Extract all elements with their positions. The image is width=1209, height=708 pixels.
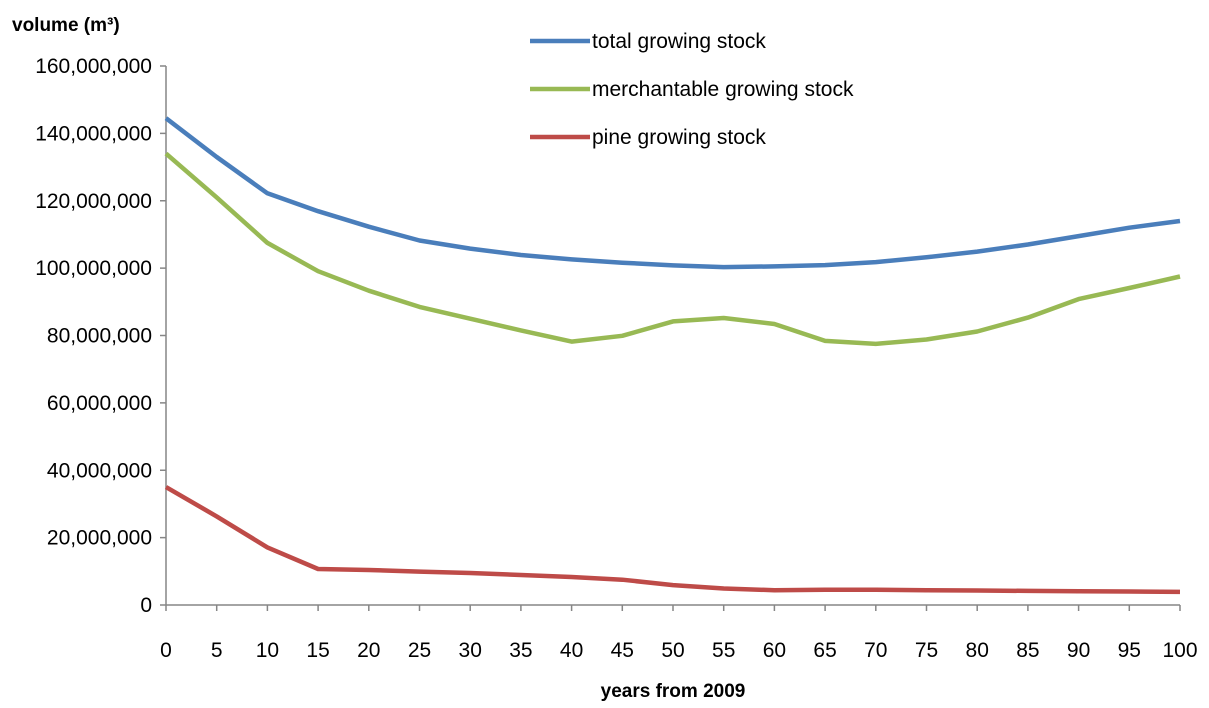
y-tick-label: 20,000,000 (47, 527, 152, 550)
y-ticks: 0 20,000,000 40,000,000 60,000,000 80,000,00… (35, 55, 166, 617)
x-tick-label: 85 (1016, 639, 1039, 662)
x-tick-label: 10 (256, 639, 279, 662)
series-line-merchantable-growing-stock (164, 151, 1181, 347)
x-tick-label: 40 (560, 639, 583, 662)
y-tick-label: 160,000,000 (35, 55, 152, 78)
x-tick-label: 20 (357, 639, 380, 662)
x-tick-label: 55 (712, 639, 735, 662)
legend: total growing stock merchantable growing … (530, 30, 854, 149)
y-axis-title: volume (m³) (12, 15, 120, 36)
y-tick-label: 0 (140, 594, 152, 617)
x-tick-label: 0 (160, 639, 172, 662)
x-tick-label: 45 (611, 639, 634, 662)
series-lines (164, 116, 1181, 595)
y-tick-label: 60,000,000 (47, 392, 152, 415)
x-tick-label: 100 (1162, 639, 1197, 662)
y-tick-label: 120,000,000 (35, 190, 152, 213)
x-tick-label: 30 (459, 639, 482, 662)
series-line-total-growing-stock (164, 116, 1181, 270)
x-tick-label: 15 (306, 639, 329, 662)
y-tick-label: 140,000,000 (35, 122, 152, 145)
x-tick-label: 60 (763, 639, 786, 662)
x-ticks: 0 5 10 15 20 25 30 35 40 45 50 55 60 65 70 75 80 85 90 95 10… (160, 605, 1198, 662)
x-tick-label: 65 (813, 639, 836, 662)
series-line-pine-growing-stock (164, 485, 1181, 595)
x-tick-label: 35 (509, 639, 532, 662)
legend-label: total growing stock (592, 30, 766, 53)
y-tick-label: 100,000,000 (35, 257, 152, 280)
x-tick-label: 95 (1118, 639, 1141, 662)
x-tick-label: 90 (1067, 639, 1090, 662)
y-tick-label: 40,000,000 (47, 459, 152, 482)
x-tick-label: 5 (211, 639, 223, 662)
x-tick-label: 25 (408, 639, 431, 662)
y-tick-label: 80,000,000 (47, 325, 152, 348)
x-tick-label: 80 (966, 639, 989, 662)
x-tick-label: 75 (915, 639, 938, 662)
x-tick-label: 50 (661, 639, 684, 662)
x-tick-label: 70 (864, 639, 887, 662)
legend-label: merchantable growing stock (592, 78, 854, 101)
x-axis-title: years from 2009 (601, 681, 746, 702)
legend-label: pine growing stock (592, 126, 766, 149)
